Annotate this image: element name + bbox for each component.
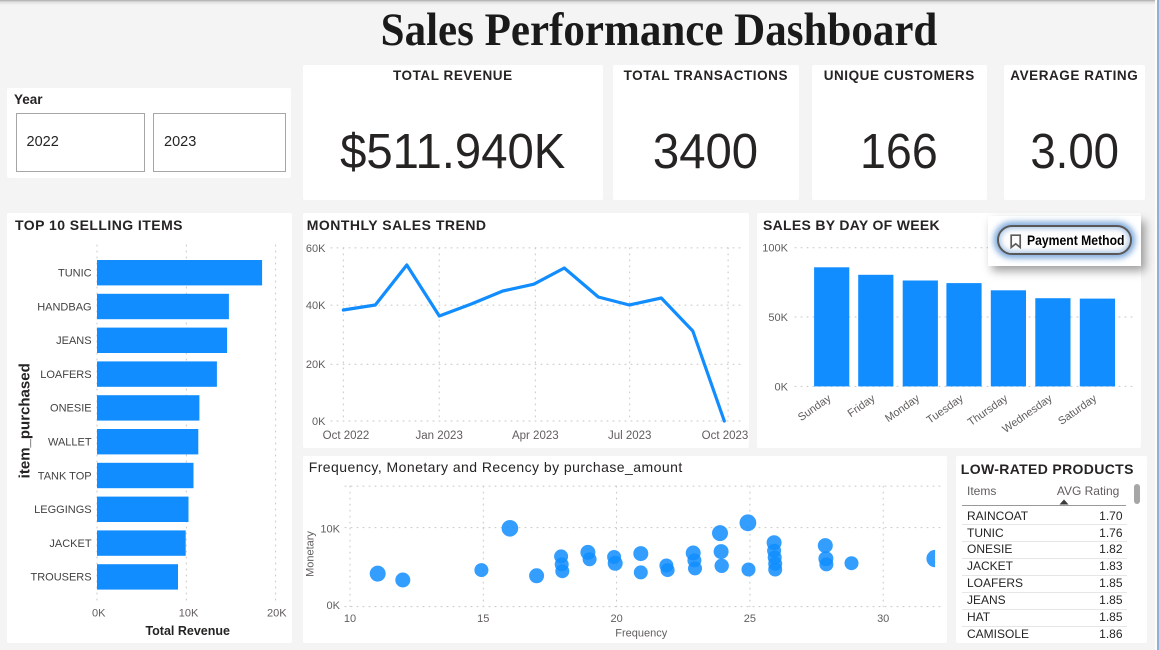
svg-text:0K: 0K xyxy=(326,600,340,612)
svg-text:Tuesday: Tuesday xyxy=(925,392,967,426)
svg-text:LOAFERS: LOAFERS xyxy=(40,369,91,381)
svg-text:Monetary: Monetary xyxy=(304,530,316,576)
svg-text:Oct 2023: Oct 2023 xyxy=(701,430,748,442)
svg-text:10: 10 xyxy=(344,613,356,625)
svg-text:JACKET: JACKET xyxy=(49,538,91,550)
svg-text:TROUSERS: TROUSERS xyxy=(30,572,91,584)
svg-text:10K: 10K xyxy=(179,608,199,620)
svg-text:0K: 0K xyxy=(92,608,106,620)
svg-text:40K: 40K xyxy=(306,300,326,312)
svg-text:0K: 0K xyxy=(775,381,789,393)
svg-text:20K: 20K xyxy=(306,359,326,371)
svg-text:Total Revenue: Total Revenue xyxy=(145,624,230,638)
svg-text:Friday: Friday xyxy=(846,392,878,420)
svg-text:10K: 10K xyxy=(320,523,340,535)
svg-text:WALLET: WALLET xyxy=(48,437,92,449)
svg-text:20K: 20K xyxy=(267,608,287,620)
svg-text:HANDBAG: HANDBAG xyxy=(37,301,91,313)
svg-text:30: 30 xyxy=(877,613,889,625)
svg-text:TUNIC: TUNIC xyxy=(58,268,92,280)
svg-text:Oct 2022: Oct 2022 xyxy=(322,430,369,442)
svg-text:item_purchased: item_purchased xyxy=(17,363,34,478)
svg-text:60K: 60K xyxy=(306,243,326,255)
svg-text:Wednesday: Wednesday xyxy=(1000,392,1055,435)
svg-text:Apr 2023: Apr 2023 xyxy=(512,430,559,442)
svg-text:25: 25 xyxy=(743,613,755,625)
svg-text:Frequency: Frequency xyxy=(615,627,667,639)
svg-text:TANK TOP: TANK TOP xyxy=(38,470,92,482)
svg-text:Monday: Monday xyxy=(883,392,922,425)
svg-text:LEGGINGS: LEGGINGS xyxy=(34,504,91,516)
svg-text:Sunday: Sunday xyxy=(796,392,834,424)
svg-text:20: 20 xyxy=(610,613,622,625)
svg-text:JEANS: JEANS xyxy=(56,335,91,347)
svg-text:Jan 2023: Jan 2023 xyxy=(415,430,462,442)
svg-text:15: 15 xyxy=(477,613,489,625)
svg-text:Jul 2023: Jul 2023 xyxy=(608,430,651,442)
svg-text:100K: 100K xyxy=(762,243,788,255)
svg-text:50K: 50K xyxy=(768,312,788,324)
svg-text:Saturday: Saturday xyxy=(1056,392,1099,427)
svg-text:0K: 0K xyxy=(312,416,326,428)
svg-text:ONESIE: ONESIE xyxy=(50,403,92,415)
